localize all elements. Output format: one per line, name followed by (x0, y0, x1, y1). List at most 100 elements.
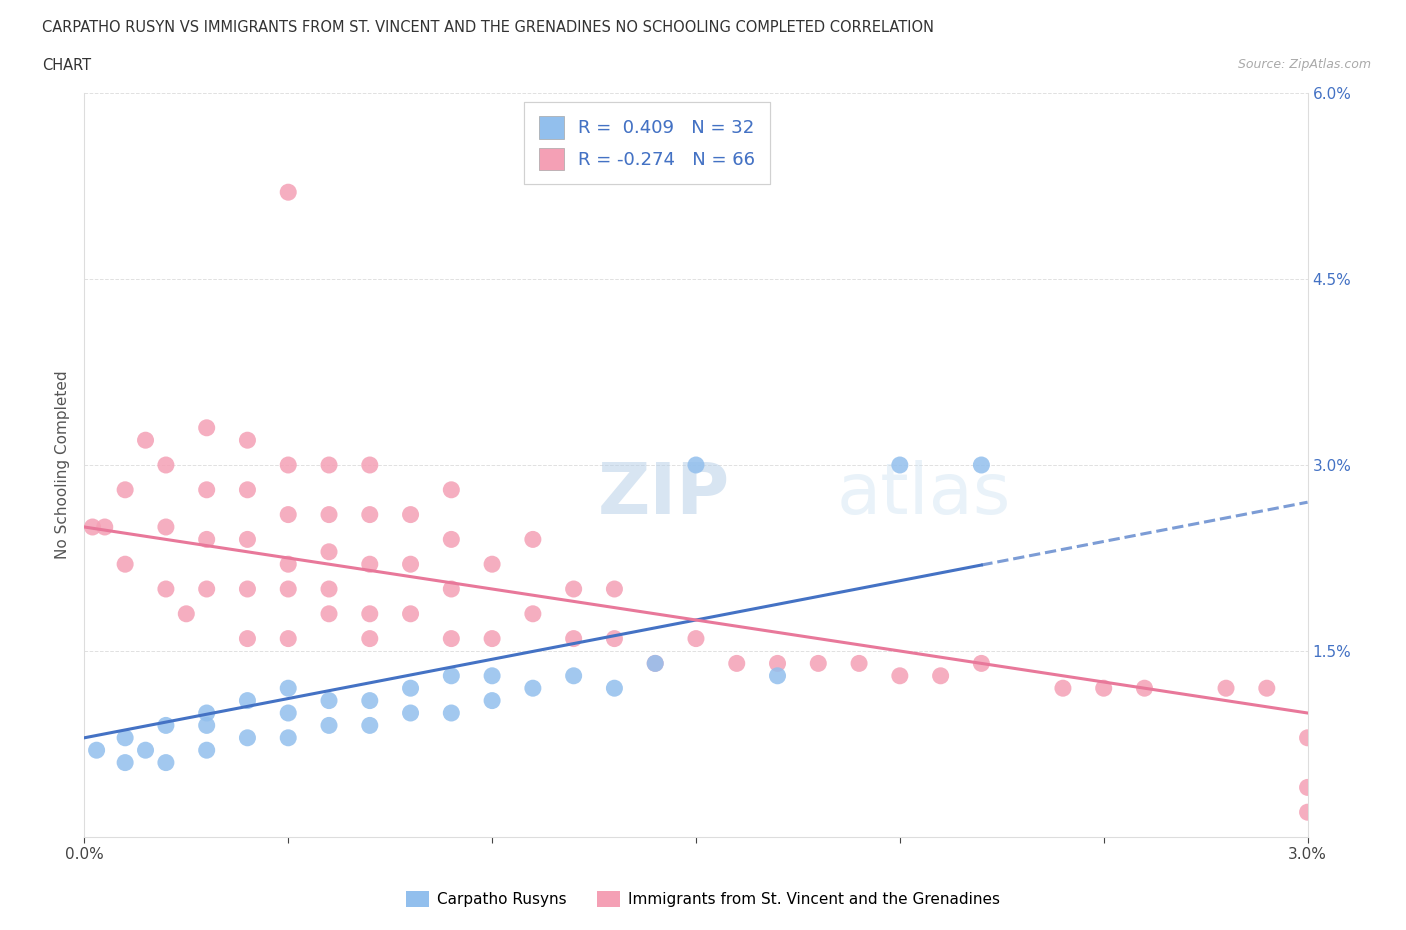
Point (195, 718, 218, 733)
Point (399, 681, 422, 696)
Point (114, 483, 136, 498)
Point (481, 669, 503, 684)
Point (114, 730, 136, 745)
Point (644, 656, 666, 671)
Point (970, 656, 993, 671)
Point (155, 718, 177, 733)
Point (889, 669, 911, 684)
Point (522, 681, 544, 696)
Point (685, 631, 707, 646)
Point (195, 706, 218, 721)
Point (195, 743, 218, 758)
Point (82, 520, 104, 535)
Point (318, 581, 340, 596)
Legend: R =  0.409   N = 32, R = -0.274   N = 66: R = 0.409 N = 32, R = -0.274 N = 66 (524, 102, 770, 184)
Point (481, 693, 503, 708)
Point (359, 693, 381, 708)
Point (603, 631, 626, 646)
Text: atlas: atlas (837, 460, 1011, 529)
Point (277, 185, 299, 200)
Text: CARPATHO RUSYN VS IMMIGRANTS FROM ST. VINCENT AND THE GRENADINES NO SCHOOLING CO: CARPATHO RUSYN VS IMMIGRANTS FROM ST. VI… (42, 20, 934, 35)
Point (236, 693, 259, 708)
Point (359, 458, 381, 472)
Point (889, 458, 911, 472)
Y-axis label: No Schooling Completed: No Schooling Completed (55, 371, 70, 559)
Point (236, 730, 259, 745)
Point (114, 755, 136, 770)
Point (277, 581, 299, 596)
Point (86, 743, 108, 758)
Point (155, 520, 177, 535)
Point (195, 483, 218, 498)
Point (359, 507, 381, 522)
Point (318, 507, 340, 522)
Point (174, 606, 197, 621)
Point (440, 483, 463, 498)
Point (155, 458, 177, 472)
Point (195, 532, 218, 547)
Point (236, 631, 259, 646)
Point (562, 631, 585, 646)
Point (481, 631, 503, 646)
Text: CHART: CHART (42, 58, 91, 73)
Point (114, 557, 136, 572)
Point (277, 631, 299, 646)
Point (359, 606, 381, 621)
Point (399, 557, 422, 572)
Point (929, 669, 952, 684)
Point (522, 532, 544, 547)
Point (318, 693, 340, 708)
Point (481, 557, 503, 572)
Point (277, 730, 299, 745)
Point (766, 656, 789, 671)
Point (766, 669, 789, 684)
Point (195, 581, 218, 596)
Text: ZIP: ZIP (598, 460, 730, 529)
Point (359, 631, 381, 646)
Legend: Carpatho Rusyns, Immigrants from St. Vincent and the Grenadines: Carpatho Rusyns, Immigrants from St. Vin… (401, 884, 1005, 913)
Point (399, 606, 422, 621)
Point (155, 581, 177, 596)
Point (277, 458, 299, 472)
Point (1052, 681, 1074, 696)
Point (1296, 730, 1319, 745)
Point (562, 669, 585, 684)
Point (195, 420, 218, 435)
Point (725, 656, 748, 671)
Point (603, 581, 626, 596)
Text: Source: ZipAtlas.com: Source: ZipAtlas.com (1237, 58, 1371, 71)
Point (277, 507, 299, 522)
Point (1256, 681, 1278, 696)
Point (236, 483, 259, 498)
Point (440, 669, 463, 684)
Point (440, 532, 463, 547)
Point (440, 581, 463, 596)
Point (970, 458, 993, 472)
Point (155, 755, 177, 770)
Point (236, 581, 259, 596)
Point (399, 706, 422, 721)
Point (236, 432, 259, 447)
Point (93, 520, 115, 535)
Point (848, 656, 870, 671)
Point (440, 706, 463, 721)
Point (522, 606, 544, 621)
Point (807, 656, 830, 671)
Point (236, 532, 259, 547)
Point (562, 581, 585, 596)
Point (277, 681, 299, 696)
Point (644, 656, 666, 671)
Point (135, 432, 157, 447)
Point (359, 718, 381, 733)
Point (359, 557, 381, 572)
Point (685, 458, 707, 472)
Point (1133, 681, 1156, 696)
Point (1296, 804, 1319, 819)
Point (1215, 681, 1237, 696)
Point (318, 606, 340, 621)
Point (318, 544, 340, 559)
Point (277, 557, 299, 572)
Point (318, 718, 340, 733)
Point (440, 631, 463, 646)
Point (1092, 681, 1115, 696)
